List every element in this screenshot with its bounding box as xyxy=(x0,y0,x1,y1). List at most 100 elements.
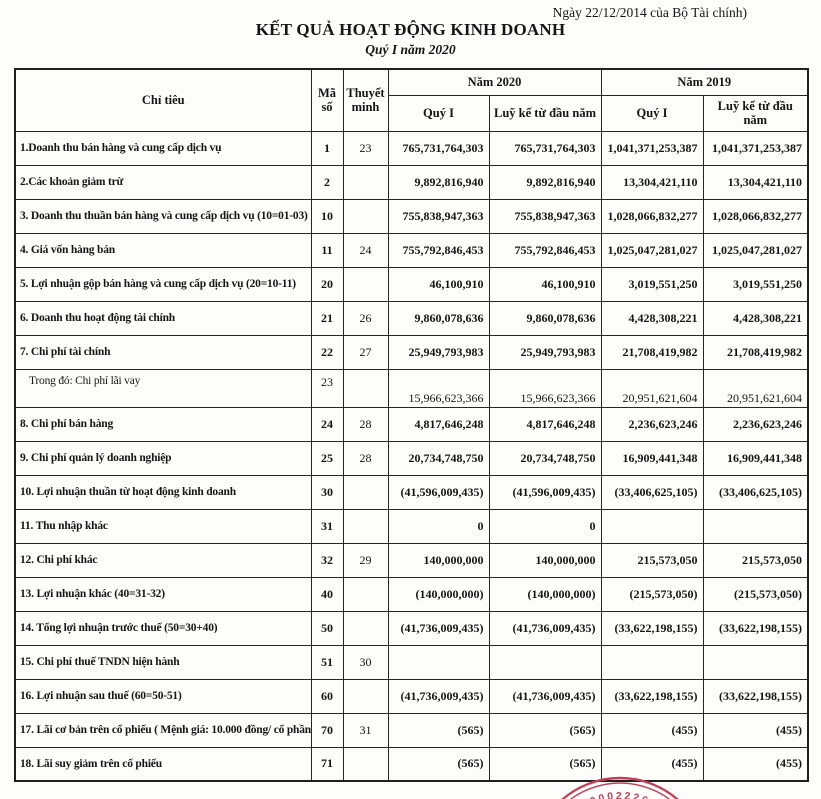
cell-q1-2019: (33,622,198,155) xyxy=(600,610,704,646)
cell-label: 10. Lợi nhuận thuần từ hoạt động kinh do… xyxy=(14,474,312,510)
cell-lk-2020: (41,736,009,435) xyxy=(488,610,602,646)
cell-thuyet-minh xyxy=(342,266,389,302)
cell-q1-2019: 16,909,441,348 xyxy=(600,440,704,476)
cell-q1-2020: 15,966,623,366 xyxy=(387,368,490,408)
cell-q1-2020: 4,817,646,248 xyxy=(387,406,490,442)
cell-ma-so: 23 xyxy=(310,368,344,408)
cell-thuyet-minh xyxy=(342,474,389,510)
cell-q1-2020: (41,596,009,435) xyxy=(387,474,490,510)
table-row: 2.Các khoản giảm trừ 2 9,892,816,940 9,892,… xyxy=(14,164,809,200)
stamp-outer-ring xyxy=(561,776,679,799)
cell-q1-2019: 1,041,371,253,387 xyxy=(600,130,704,166)
stamp-inner-ring xyxy=(569,782,671,799)
table-row: 14. Tổng lợi nhuận trước thuế (50=30+40)… xyxy=(14,610,809,646)
cell-lk-2020: 9,892,816,940 xyxy=(488,164,602,200)
cell-label: 3. Doanh thu thuần bán hàng và cung cấp … xyxy=(14,198,312,234)
cell-label: Trong đó: Chi phí lãi vay xyxy=(14,368,312,408)
cell-ma-so: 51 xyxy=(310,644,344,680)
cell-thuyet-minh: 26 xyxy=(342,300,389,336)
cell-q1-2020: 765,731,764,303 xyxy=(387,130,490,166)
table-row: 12. Chi phí khác 32 29 140,000,000 140,000,0… xyxy=(14,542,809,578)
cell-label: 5. Lợi nhuận gộp bán hàng và cung cấp dị… xyxy=(14,266,312,302)
cell-q1-2019 xyxy=(600,508,704,544)
cell-lk-2020: 15,966,623,366 xyxy=(488,368,602,408)
table-row: 9. Chi phí quản lý doanh nghiệp 25 28 20,73… xyxy=(14,440,809,476)
cell-ma-so: 50 xyxy=(310,610,344,646)
col-header-luy-ke-2020: Luỹ kế từ đầu năm xyxy=(488,94,602,132)
table-row: 1.Doanh thu bán hàng và cung cấp dịch vụ… xyxy=(14,130,809,166)
cell-q1-2019: 3,019,551,250 xyxy=(600,266,704,302)
cell-lk-2019: 2,236,623,246 xyxy=(702,406,809,442)
date-note: Ngày 22/12/2014 của Bộ Tài chính) xyxy=(552,5,747,20)
cell-lk-2020: (41,596,009,435) xyxy=(488,474,602,510)
cell-thuyet-minh xyxy=(342,610,389,646)
table-row: 7. Chi phí tài chính 22 27 25,949,793,983 25… xyxy=(14,334,809,370)
cell-lk-2020: 9,860,078,636 xyxy=(488,300,602,336)
cell-label: 18. Lãi suy giảm trên cổ phiếu xyxy=(14,746,312,782)
table-row: 18. Lãi suy giảm trên cổ phiếu 71 (565) (56… xyxy=(14,746,809,782)
cell-thuyet-minh: 28 xyxy=(342,440,389,476)
cell-q1-2019: 1,028,066,832,277 xyxy=(600,198,704,234)
cell-label: 8. Chi phí bán hàng xyxy=(14,406,312,442)
cell-ma-so: 32 xyxy=(310,542,344,578)
cell-thuyet-minh xyxy=(342,164,389,200)
col-header-luy-ke-2019: Luỹ kế từ đầu năm xyxy=(702,94,809,132)
cell-q1-2019: 21,708,419,982 xyxy=(600,334,704,370)
cell-lk-2019 xyxy=(702,644,809,680)
cell-ma-so: 40 xyxy=(310,576,344,612)
col-header-nam-2020: Năm 2020 xyxy=(387,68,602,96)
cell-thuyet-minh: 28 xyxy=(342,406,389,442)
cell-q1-2020: 0 xyxy=(387,508,490,544)
cell-thuyet-minh: 24 xyxy=(342,232,389,268)
cell-ma-so: 60 xyxy=(310,678,344,714)
cell-q1-2020: 9,892,816,940 xyxy=(387,164,490,200)
cell-thuyet-minh: 30 xyxy=(342,644,389,680)
cell-lk-2020: 46,100,910 xyxy=(488,266,602,302)
cell-label: 2.Các khoản giảm trừ xyxy=(14,164,312,200)
cell-q1-2019: (33,406,625,105) xyxy=(600,474,704,510)
table-row: 4. Giá vốn hàng bán 11 24 755,792,846,453 75… xyxy=(14,232,809,268)
table-row: 11. Thu nhập khác 31 0 0 xyxy=(14,508,809,544)
page-subtitle: Quý I năm 2020 xyxy=(365,42,456,57)
table-row: 16. Lợi nhuận sau thuế (60=50-51) 60 (41,7… xyxy=(14,678,809,714)
cell-label: 9. Chi phí quản lý doanh nghiệp xyxy=(14,440,312,476)
table-row: 13. Lợi nhuận khác (40=31-32) 40 (140,000,… xyxy=(14,576,809,612)
cell-ma-so: 11 xyxy=(310,232,344,268)
cell-q1-2020: (565) xyxy=(387,712,490,748)
cell-lk-2019: (33,622,198,155) xyxy=(702,678,809,714)
stamp-digits: 090022264 xyxy=(580,790,657,799)
cell-label: 17. Lãi cơ bản trên cổ phiếu ( Mệnh giá:… xyxy=(14,712,312,748)
cell-thuyet-minh: 27 xyxy=(342,334,389,370)
cell-q1-2020: 9,860,078,636 xyxy=(387,300,490,336)
cell-thuyet-minh xyxy=(342,508,389,544)
cell-lk-2020 xyxy=(488,644,602,680)
cell-q1-2019: (33,622,198,155) xyxy=(600,678,704,714)
cell-q1-2019: 1,025,047,281,027 xyxy=(600,232,704,268)
cell-ma-so: 25 xyxy=(310,440,344,476)
cell-q1-2020: 755,792,846,453 xyxy=(387,232,490,268)
cell-label: 16. Lợi nhuận sau thuế (60=50-51) xyxy=(14,678,312,714)
cell-lk-2019: 16,909,441,348 xyxy=(702,440,809,476)
cell-q1-2020: (41,736,009,435) xyxy=(387,678,490,714)
cell-q1-2020 xyxy=(387,644,490,680)
cell-label: 13. Lợi nhuận khác (40=31-32) xyxy=(14,576,312,612)
cell-ma-so: 70 xyxy=(310,712,344,748)
cell-q1-2019: 2,236,623,246 xyxy=(600,406,704,442)
table-row: 8. Chi phí bán hàng 24 28 4,817,646,248 4,81… xyxy=(14,406,809,442)
cell-ma-so: 10 xyxy=(310,198,344,234)
cell-thuyet-minh xyxy=(342,368,389,408)
cell-ma-so: 2 xyxy=(310,164,344,200)
table-row: Trong đó: Chi phí lãi vay 23 15,966,623,36… xyxy=(14,368,809,408)
cell-q1-2019: 215,573,050 xyxy=(600,542,704,578)
cell-q1-2020: 20,734,748,750 xyxy=(387,440,490,476)
col-header-quy-i-2019: Quý I xyxy=(600,94,704,132)
cell-ma-so: 22 xyxy=(310,334,344,370)
cell-q1-2019: 13,304,421,110 xyxy=(600,164,704,200)
svg-text:090022264: 090022264 xyxy=(580,790,660,799)
cell-ma-so: 20 xyxy=(310,266,344,302)
cell-q1-2020: 755,838,947,363 xyxy=(387,198,490,234)
col-header-thuyet-minh: Thuyết minh xyxy=(342,68,389,132)
cell-label: 4. Giá vốn hàng bán xyxy=(14,232,312,268)
cell-lk-2019: 4,428,308,221 xyxy=(702,300,809,336)
